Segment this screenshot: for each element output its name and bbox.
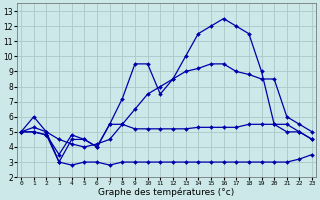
X-axis label: Graphe des températures (°c): Graphe des températures (°c) [99,187,235,197]
